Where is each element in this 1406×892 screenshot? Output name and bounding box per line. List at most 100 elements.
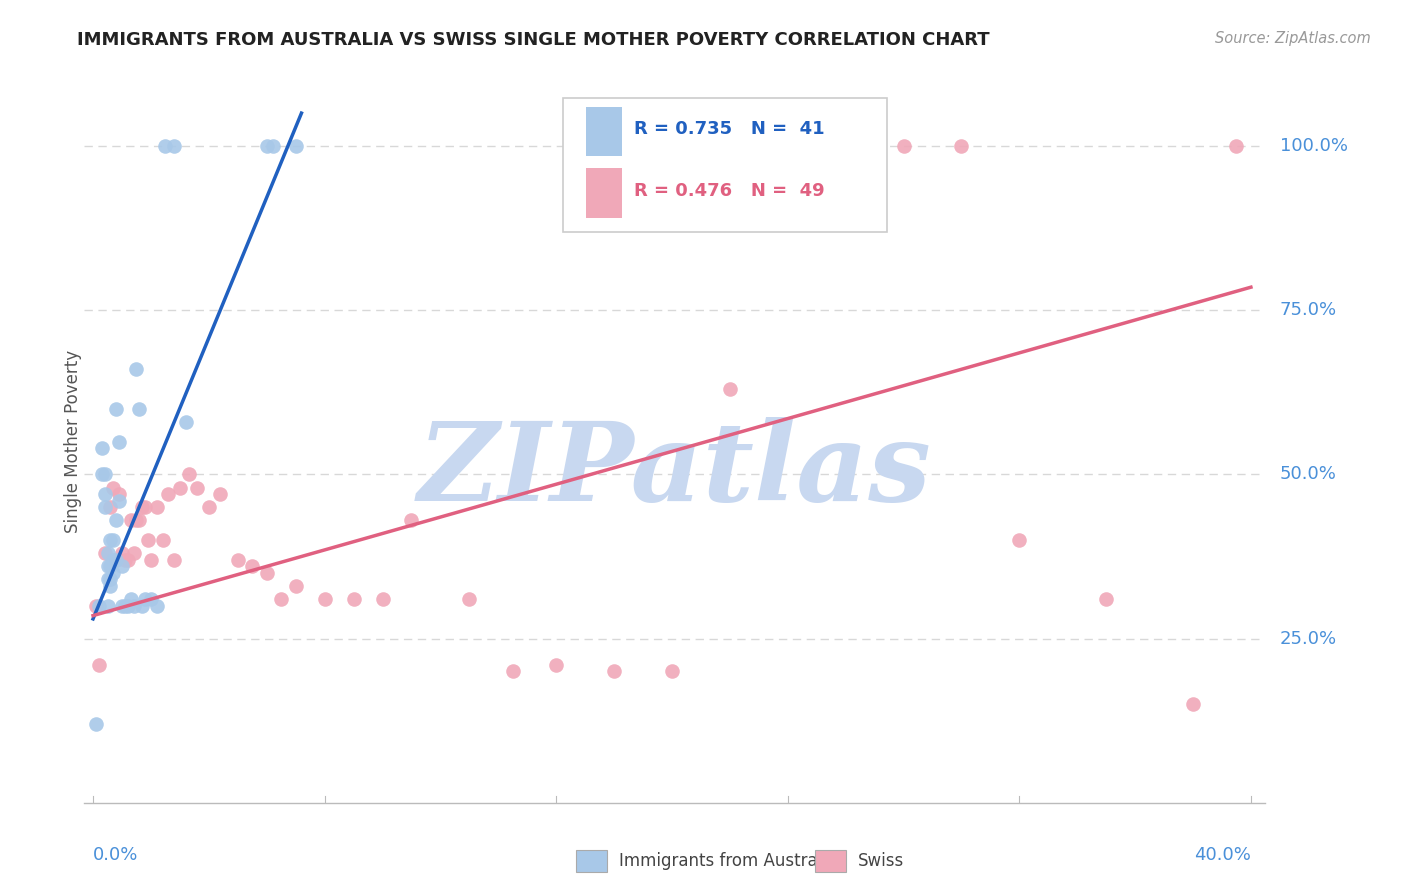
Point bbox=[134, 592, 156, 607]
Point bbox=[186, 481, 208, 495]
Text: 40.0%: 40.0% bbox=[1194, 847, 1251, 864]
Text: R = 0.476   N =  49: R = 0.476 N = 49 bbox=[634, 182, 824, 200]
Point bbox=[128, 513, 150, 527]
Point bbox=[117, 599, 139, 613]
Point bbox=[131, 500, 153, 515]
Point bbox=[125, 362, 148, 376]
Point bbox=[100, 573, 122, 587]
Point bbox=[776, 139, 799, 153]
Point bbox=[108, 493, 131, 508]
Point bbox=[96, 573, 118, 587]
Point bbox=[87, 599, 110, 613]
Text: Immigrants from Australia: Immigrants from Australia bbox=[619, 852, 837, 871]
Point bbox=[111, 546, 134, 560]
Point bbox=[100, 579, 122, 593]
Text: 100.0%: 100.0% bbox=[1279, 137, 1347, 155]
Point bbox=[111, 559, 134, 574]
Point bbox=[105, 401, 128, 416]
Point bbox=[105, 513, 128, 527]
Point bbox=[163, 553, 186, 567]
Point bbox=[84, 717, 107, 731]
Point bbox=[152, 533, 174, 547]
Point bbox=[1225, 139, 1247, 153]
Point bbox=[103, 533, 125, 547]
Point bbox=[128, 401, 150, 416]
Point bbox=[718, 382, 741, 396]
FancyBboxPatch shape bbox=[562, 98, 887, 232]
Point bbox=[169, 481, 191, 495]
Point bbox=[177, 467, 200, 482]
Text: 75.0%: 75.0% bbox=[1279, 301, 1337, 319]
Point bbox=[125, 513, 148, 527]
Point bbox=[1008, 533, 1031, 547]
Point bbox=[1182, 698, 1205, 712]
Point bbox=[198, 500, 221, 515]
Point bbox=[103, 553, 125, 567]
Point bbox=[458, 592, 481, 607]
Point bbox=[240, 559, 263, 574]
Text: 25.0%: 25.0% bbox=[1279, 630, 1337, 648]
Point bbox=[371, 592, 394, 607]
Text: Swiss: Swiss bbox=[858, 852, 904, 871]
Point bbox=[105, 553, 128, 567]
Point bbox=[117, 553, 139, 567]
Point bbox=[401, 513, 423, 527]
Text: IMMIGRANTS FROM AUSTRALIA VS SWISS SINGLE MOTHER POVERTY CORRELATION CHART: IMMIGRANTS FROM AUSTRALIA VS SWISS SINGL… bbox=[77, 31, 990, 49]
Point bbox=[155, 139, 177, 153]
Point bbox=[209, 487, 232, 501]
Point bbox=[284, 139, 307, 153]
Text: Source: ZipAtlas.com: Source: ZipAtlas.com bbox=[1215, 31, 1371, 46]
Text: ZIPatlas: ZIPatlas bbox=[418, 417, 932, 524]
Text: 0.0%: 0.0% bbox=[93, 847, 138, 864]
Point bbox=[93, 546, 115, 560]
Point bbox=[87, 657, 110, 672]
Point bbox=[950, 139, 973, 153]
Point bbox=[84, 599, 107, 613]
Point bbox=[93, 500, 115, 515]
Point bbox=[603, 665, 626, 679]
FancyBboxPatch shape bbox=[586, 169, 621, 218]
Point bbox=[134, 500, 156, 515]
Point bbox=[139, 553, 162, 567]
Point bbox=[96, 546, 118, 560]
Point bbox=[114, 553, 136, 567]
Text: R = 0.735   N =  41: R = 0.735 N = 41 bbox=[634, 120, 824, 138]
Point bbox=[90, 441, 112, 455]
Point bbox=[136, 533, 159, 547]
Point bbox=[546, 657, 568, 672]
Point bbox=[100, 559, 122, 574]
Point bbox=[90, 467, 112, 482]
Point bbox=[262, 139, 284, 153]
Point bbox=[108, 434, 131, 449]
Point bbox=[145, 599, 167, 613]
Point bbox=[103, 566, 125, 580]
Point bbox=[120, 592, 142, 607]
Point bbox=[1095, 592, 1118, 607]
Point bbox=[100, 533, 122, 547]
Point bbox=[96, 559, 118, 574]
Point bbox=[174, 415, 197, 429]
Point bbox=[342, 592, 364, 607]
FancyBboxPatch shape bbox=[586, 107, 621, 156]
Point bbox=[114, 599, 136, 613]
Point bbox=[226, 553, 249, 567]
Point bbox=[145, 500, 167, 515]
Point bbox=[661, 665, 683, 679]
Point bbox=[93, 487, 115, 501]
Point bbox=[103, 481, 125, 495]
Point bbox=[108, 487, 131, 501]
Point bbox=[256, 139, 278, 153]
Point bbox=[256, 566, 278, 580]
Point bbox=[157, 487, 180, 501]
Point bbox=[502, 665, 524, 679]
Point bbox=[122, 599, 145, 613]
Point bbox=[93, 467, 115, 482]
Point bbox=[96, 599, 118, 613]
Point bbox=[284, 579, 307, 593]
Point bbox=[270, 592, 292, 607]
Point bbox=[131, 599, 153, 613]
Y-axis label: Single Mother Poverty: Single Mother Poverty bbox=[65, 350, 82, 533]
Point bbox=[111, 599, 134, 613]
Point bbox=[139, 592, 162, 607]
Point bbox=[100, 500, 122, 515]
